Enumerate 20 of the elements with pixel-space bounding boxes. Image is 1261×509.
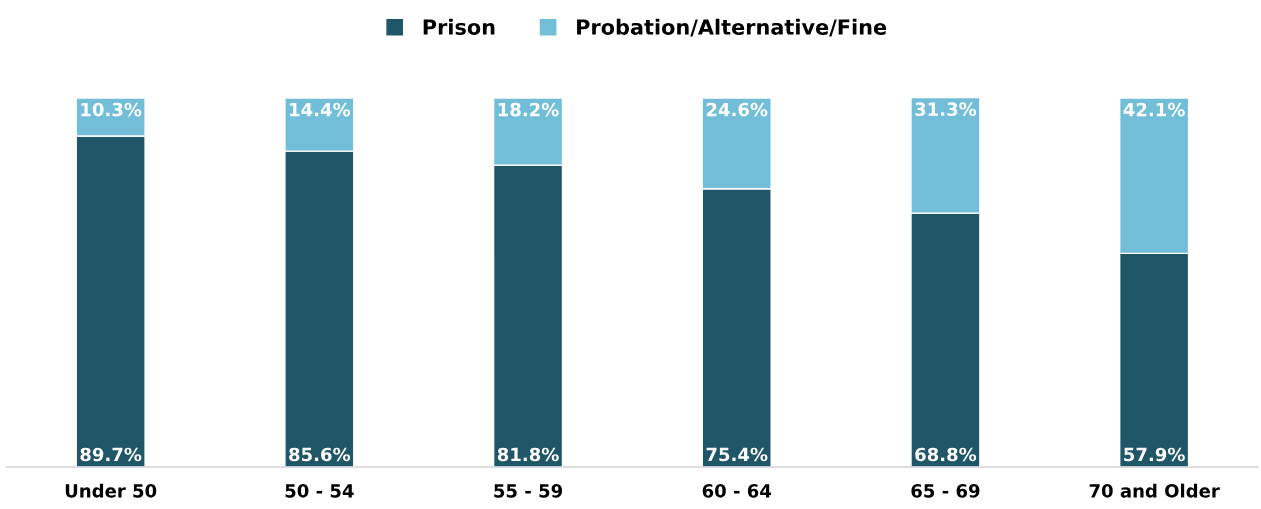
x-tick-label: 55 - 59 <box>494 484 563 498</box>
data-label: 18.2% <box>498 102 559 117</box>
x-tick-label: Under 50 <box>65 483 157 498</box>
data-label: 68.8% <box>915 447 977 462</box>
data-label: 42.1% <box>1123 102 1185 117</box>
data-label: 81.8% <box>497 447 559 462</box>
data-label: 89.7% <box>80 447 142 462</box>
x-tick-label: 60 - 64 <box>702 483 772 498</box>
data-label: 10.3% <box>81 102 142 117</box>
data-label: 75.4% <box>706 447 768 462</box>
legend-label: Prison <box>423 18 495 35</box>
legend-label: Probation/Alternative/Fine <box>577 18 887 37</box>
x-tick-label: 65 - 69 <box>911 484 980 498</box>
x-tick-label: 50 - 54 <box>285 483 354 498</box>
data-label: 14.4% <box>290 102 351 117</box>
data-label: 57.9% <box>1124 447 1185 462</box>
data-label: 24.6% <box>706 102 768 117</box>
x-tick-label: 70 and Older <box>1089 483 1220 498</box>
data-label: 85.6% <box>289 447 351 462</box>
data-label: 31.3% <box>915 102 977 117</box>
